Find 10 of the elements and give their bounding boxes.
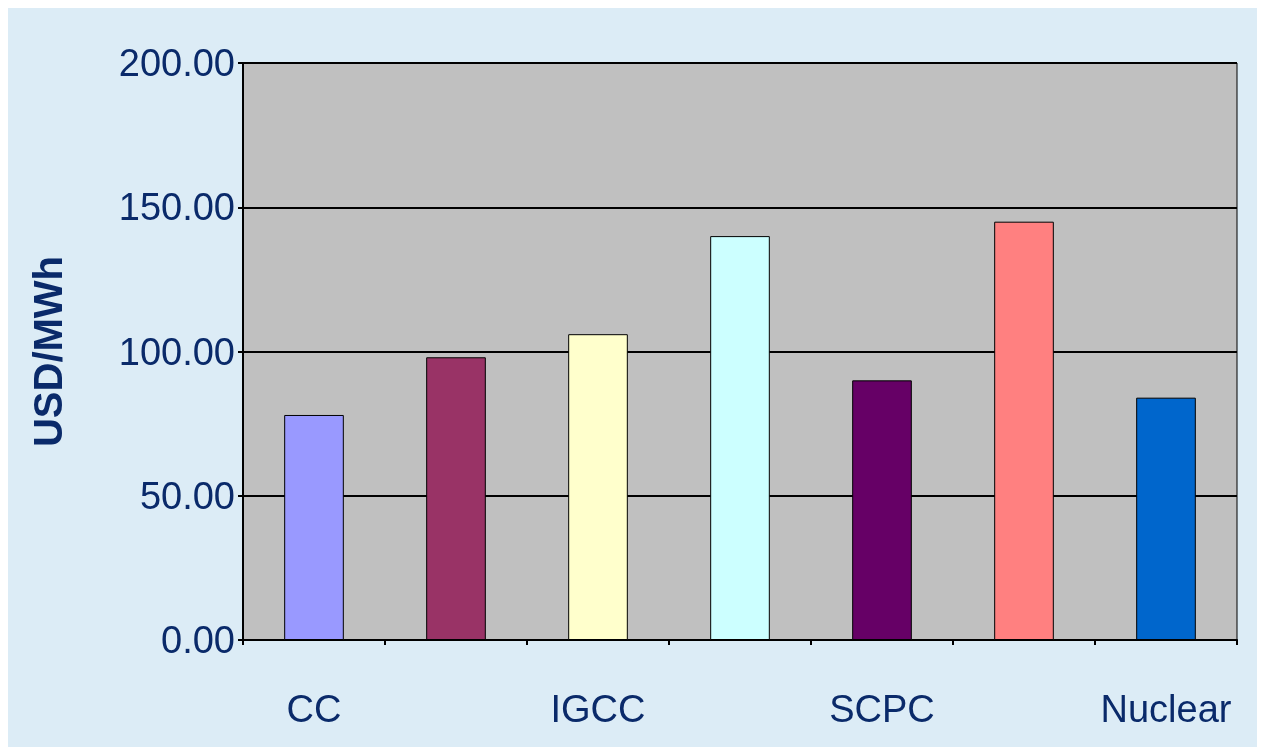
x-tick-label: CC — [286, 688, 342, 730]
x-tick-label: IGCC — [550, 688, 646, 730]
x-tick-label: Nuclear — [1100, 688, 1232, 730]
y-tick-label: 150.00 — [118, 186, 235, 229]
y-tick-label: 0.00 — [161, 619, 235, 661]
x-tick-label: SCPC — [829, 688, 935, 730]
y-tick-label: 200.00 — [118, 42, 235, 84]
y-axis-title: USD/MWh — [26, 255, 70, 448]
y-tick-label: 50.00 — [139, 474, 235, 517]
y-tick-label: 100.00 — [118, 330, 235, 373]
